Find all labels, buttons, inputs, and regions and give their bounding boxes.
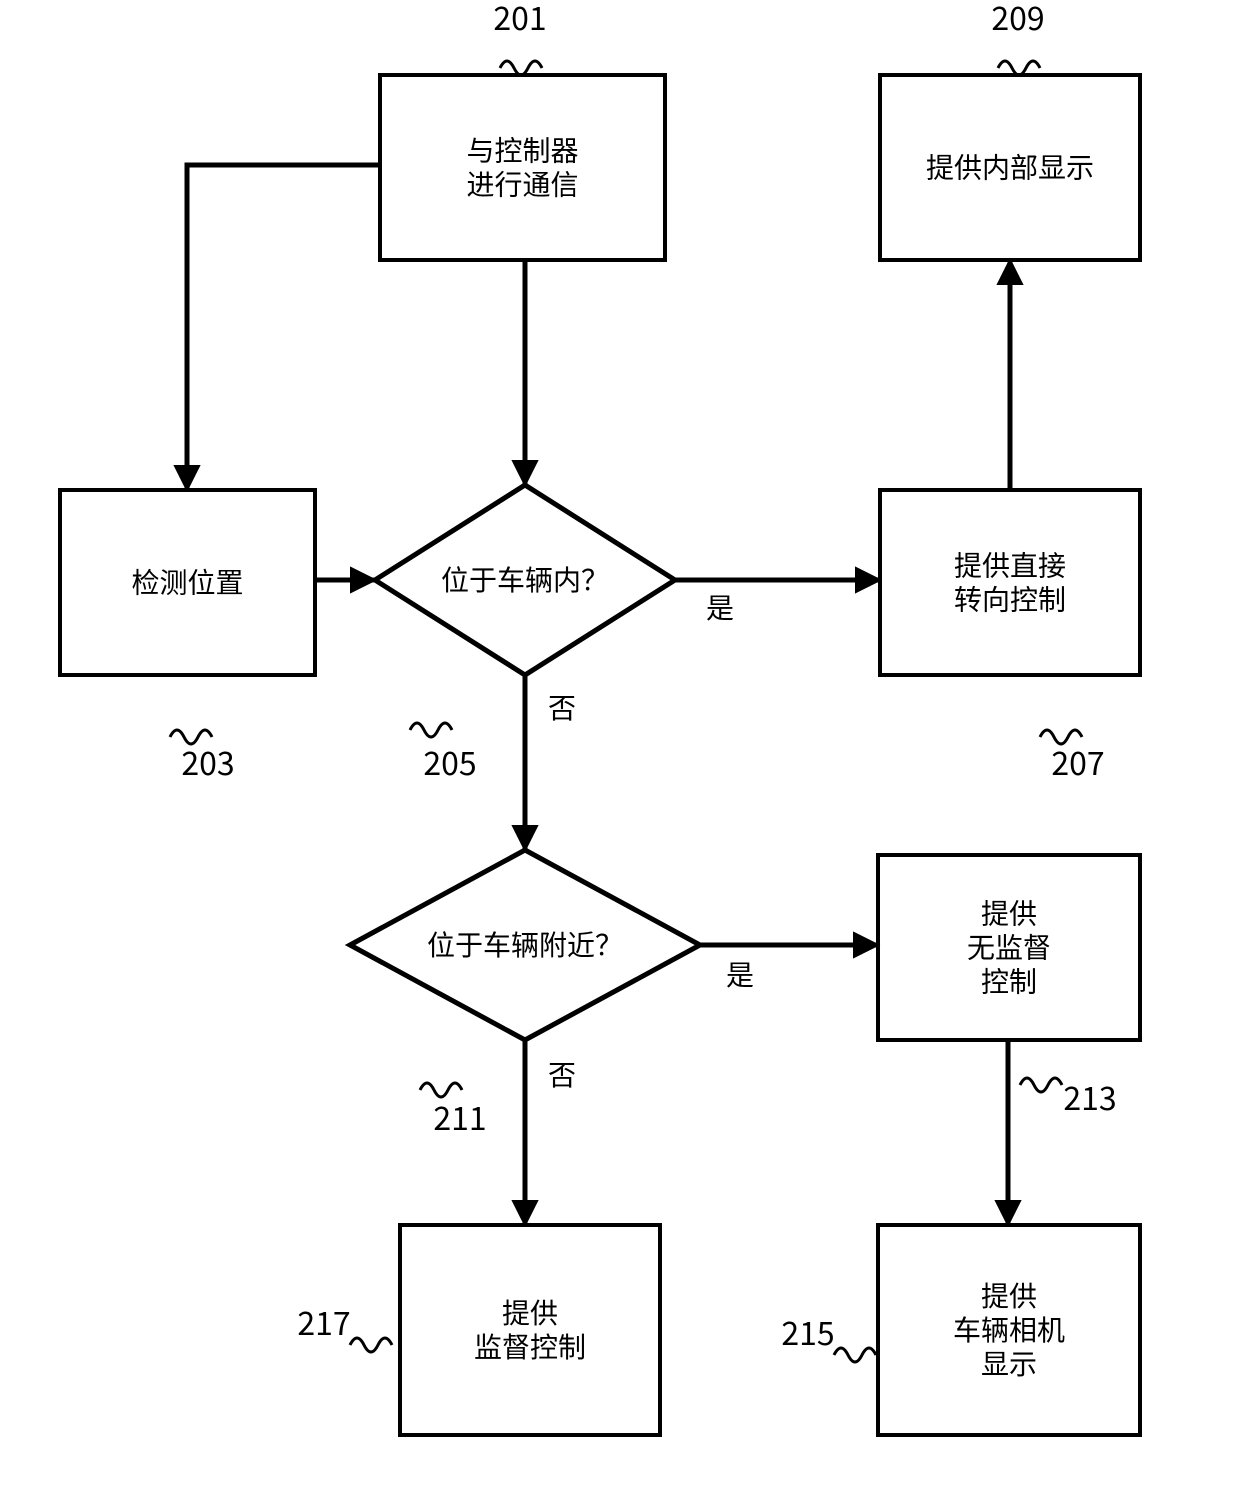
edge-e205_207-label: 是 (706, 587, 734, 627)
edge-e211_213-label: 是 (726, 954, 754, 994)
node-n207-label-1: 转向控制 (954, 579, 1066, 619)
node-n215-label-2: 显示 (981, 1343, 1037, 1383)
edge-e205_211-label: 否 (548, 687, 576, 727)
node-n211-label-0: 位于车辆附近？ (427, 924, 623, 964)
ref-217: 217 (297, 1299, 350, 1345)
ref-205: 205 (423, 739, 476, 785)
node-n205-label-0: 位于车辆内？ (441, 559, 609, 599)
edge-e211_217-label: 否 (548, 1054, 576, 1094)
ref-201: 201 (493, 0, 546, 40)
node-n213-label-2: 控制 (981, 961, 1037, 1001)
ref-215: 215 (781, 1309, 834, 1355)
ref-211: 211 (433, 1094, 486, 1140)
node-n217-label-1: 监督控制 (474, 1326, 586, 1366)
ref-203: 203 (181, 739, 234, 785)
node-n209-label-0: 提供内部显示 (926, 147, 1094, 187)
ref-207: 207 (1051, 739, 1104, 785)
ref-213: 213 (1063, 1074, 1116, 1120)
node-n201-label-1: 进行通信 (466, 164, 578, 204)
ref-209: 209 (991, 0, 1044, 40)
node-n203-label-0: 检测位置 (131, 562, 243, 602)
